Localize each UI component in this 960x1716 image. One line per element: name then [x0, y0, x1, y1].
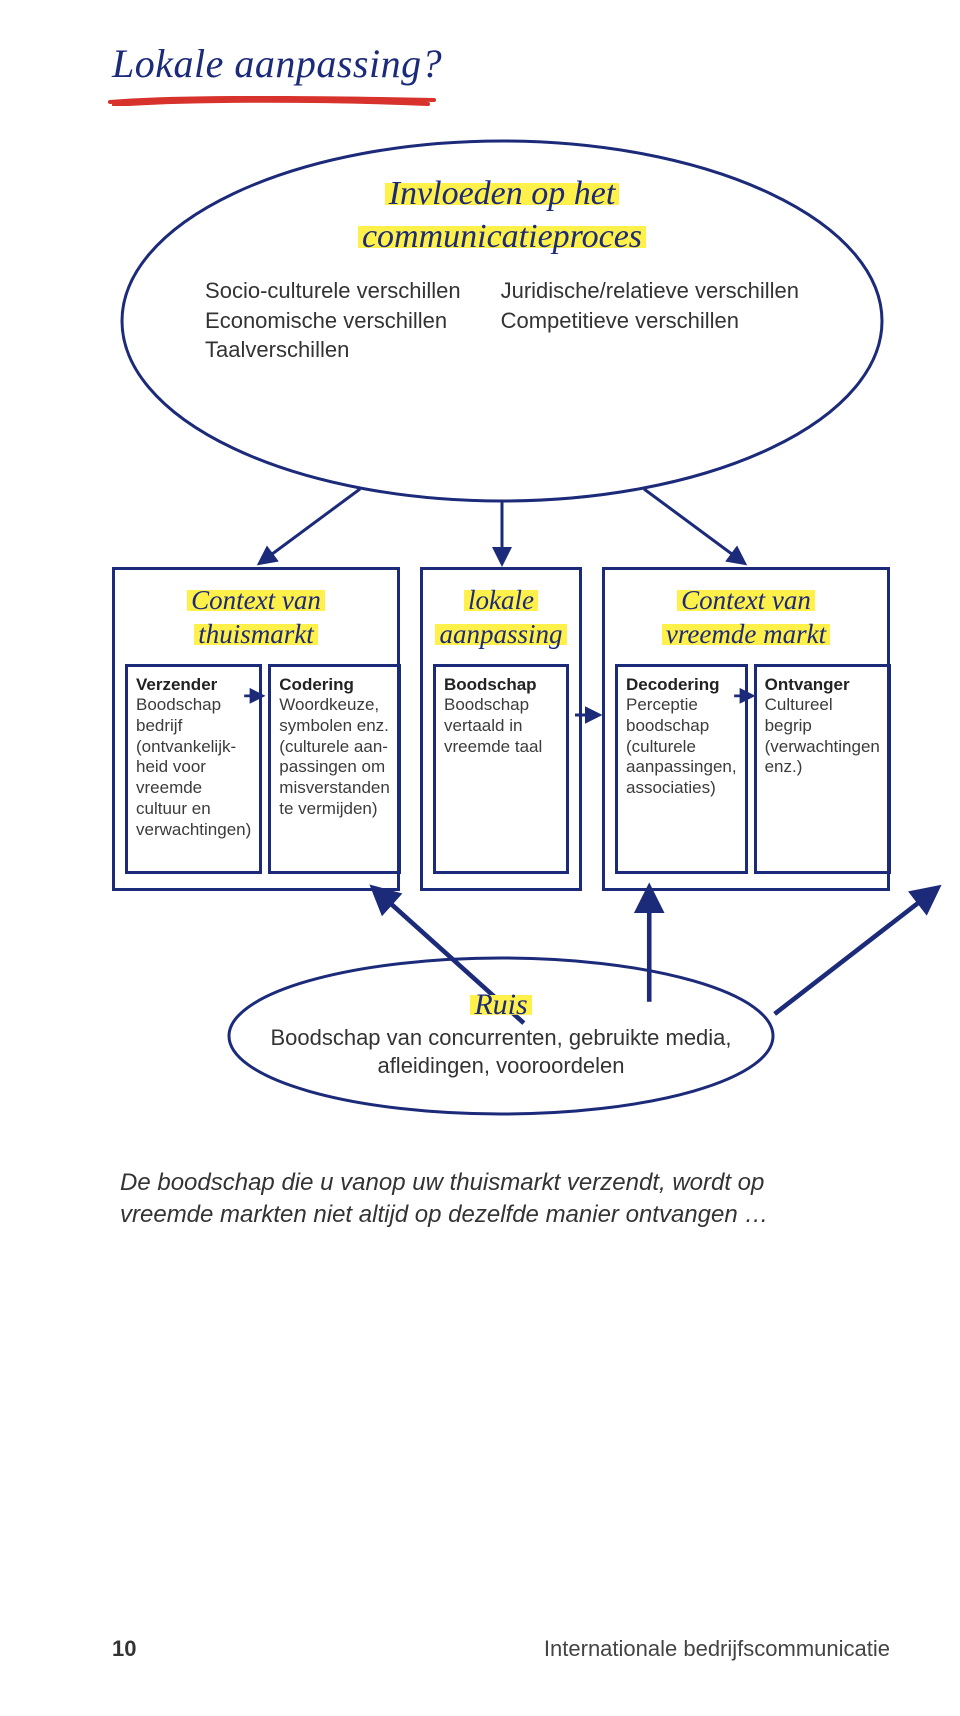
noise-body: Boodschap van concurrenten, gebruikte me… — [251, 1024, 751, 1079]
heading-line: aanpassing — [435, 619, 566, 649]
influence-item: Competitieve verschillen — [501, 306, 799, 336]
subbox-body: Cultureel begrip (verwachtingen enz.) — [765, 695, 880, 776]
influence-item: Juridische/relatieve verschillen — [501, 276, 799, 306]
influence-item: Taalverschillen — [205, 335, 461, 365]
heading-line: Context van — [187, 585, 325, 615]
noise-title-text: Ruis — [470, 988, 531, 1021]
title-underline — [108, 96, 438, 106]
influences-columns: Socio-culturele verschillen Economische … — [172, 276, 832, 365]
subbox-title: Codering — [279, 675, 354, 694]
noise-title: Ruis — [470, 988, 531, 1022]
subbox-body: Perceptie boodschap (culturele aanpassin… — [626, 695, 737, 797]
context-mid-heading: lokale aanpassing — [433, 584, 569, 652]
receiver-box: Ontvanger Cultureel begrip (verwachtinge… — [754, 664, 891, 874]
context-foreign-market: Context van vreemde markt Decodering Per… — [602, 567, 890, 891]
context-home-heading: Context van thuismarkt — [125, 584, 387, 652]
coding-box: Codering Woordkeuze, symbolen enz. (cult… — [268, 664, 401, 874]
subbox-body: Boodschap bedrijf (ontvankelijk­heid voo… — [136, 695, 251, 838]
heading-line: Context van — [677, 585, 815, 615]
footer-label: Internationale bedrijfscommunicatie — [544, 1636, 890, 1662]
influences-title-line1: Invloeden op het — [385, 175, 620, 212]
page-title: Lokale aanpassing? — [112, 40, 890, 87]
subbox-title: Ontvanger — [765, 675, 850, 694]
noise-ellipse: Ruis Boodschap van concurrenten, gebruik… — [221, 951, 781, 1121]
influence-item: Economische verschillen — [205, 306, 461, 336]
influences-col-left: Socio-culturele verschillen Economische … — [205, 276, 461, 365]
message-box: Boodschap Boodschap vertaald in vreemde … — [433, 664, 569, 874]
context-right-heading: Context van vreemde markt — [615, 584, 877, 652]
context-local-adapt: lokale aanpassing Boodschap Boodschap ve… — [420, 567, 582, 891]
page-footer: 10 Internationale bedrijfscommunicatie — [112, 1636, 890, 1662]
influence-item: Socio-culturele verschillen — [205, 276, 461, 306]
influences-col-right: Juridische/relatieve verschillen Competi… — [501, 276, 799, 365]
sender-box: Verzender Boodschap bedrijf (ontvankelij… — [125, 664, 262, 874]
heading-line: lokale — [464, 585, 538, 615]
subbox-body: Woordkeuze, symbolen enz. (culturele aan… — [279, 695, 390, 818]
influences-ellipse: Invloeden op het communicatieproces Soci… — [112, 131, 892, 511]
heading-line: thuismarkt — [194, 619, 318, 649]
caption: De boodschap die u vanop uw thuismarkt v… — [120, 1167, 830, 1232]
subbox-title: Boodschap — [444, 675, 537, 694]
page-number: 10 — [112, 1636, 136, 1662]
influences-title-line2: communicatieproces — [358, 218, 646, 255]
subbox-title: Verzender — [136, 675, 217, 694]
subbox-body: Boodschap vertaald in vreemde taal — [444, 695, 542, 755]
influences-title: Invloeden op het communicatieproces — [172, 173, 832, 258]
context-home-market: Context van thuismarkt Verzender Boodsch… — [112, 567, 400, 891]
context-row: Context van thuismarkt Verzender Boodsch… — [112, 567, 890, 891]
heading-line: vreemde markt — [662, 619, 830, 649]
decoding-box: Decodering Perceptie boodschap (culturel… — [615, 664, 748, 874]
subbox-title: Decodering — [626, 675, 720, 694]
